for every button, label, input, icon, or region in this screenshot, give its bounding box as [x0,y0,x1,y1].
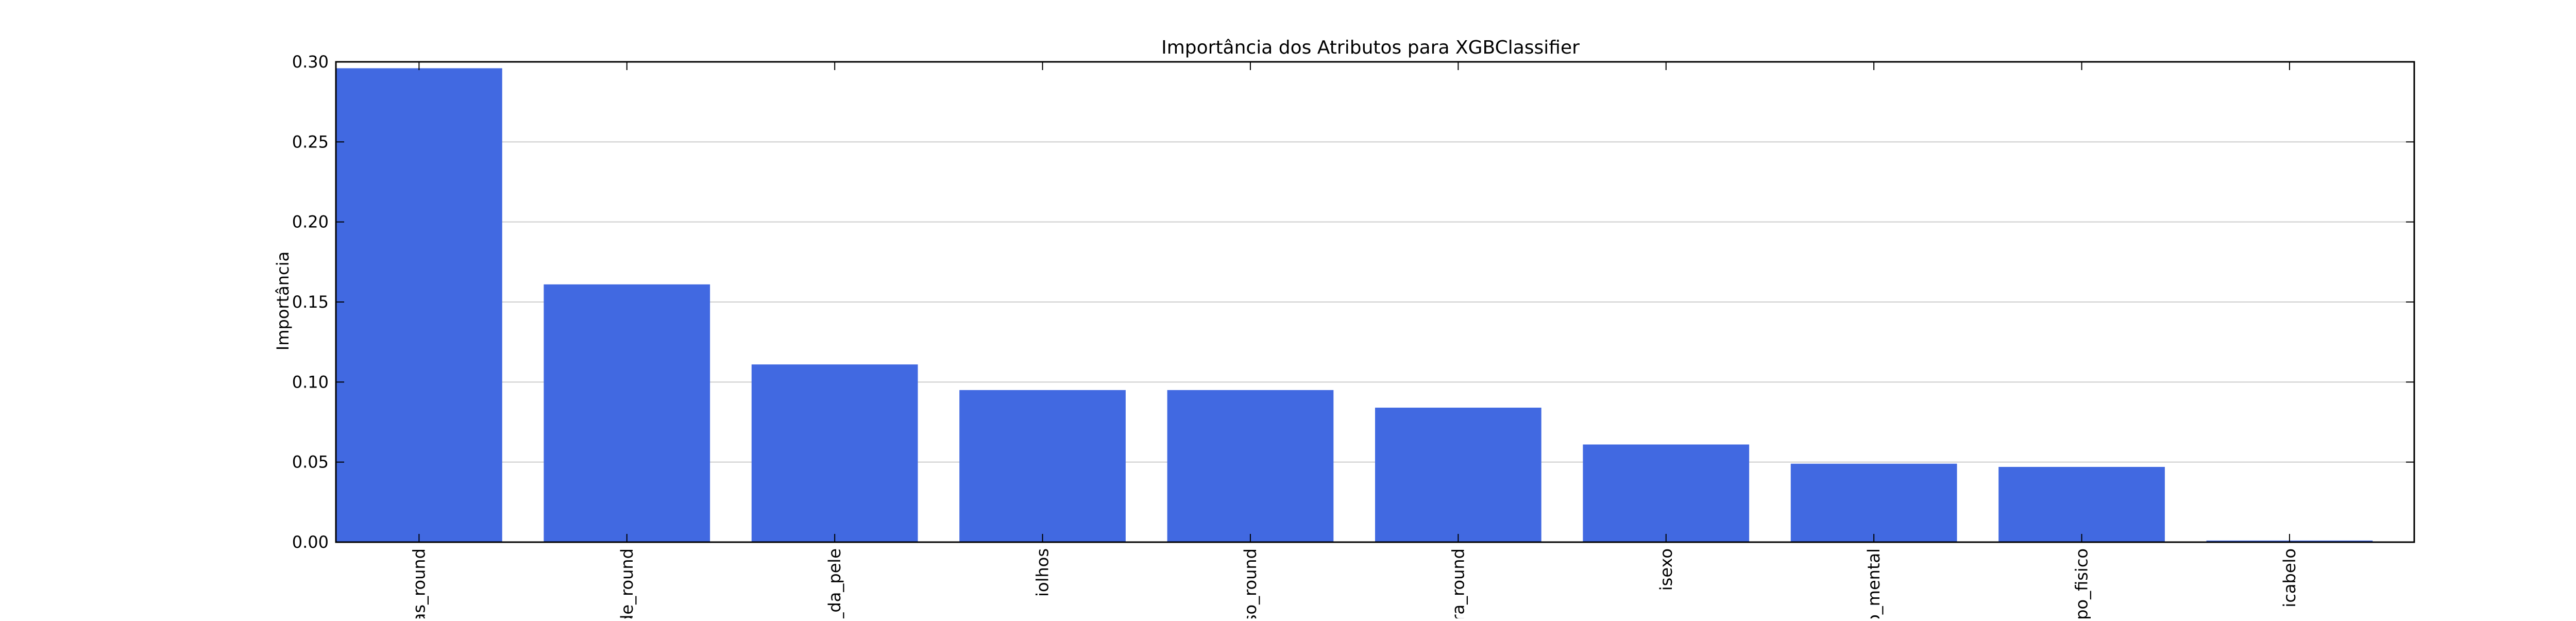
bar [1167,390,1334,542]
bar [1790,463,1957,542]
x-tick-label: r_da_pele [825,548,844,618]
x-tick-label: iolhos [1033,548,1053,597]
x-tick-label: eso_round [1241,548,1260,618]
x-tick-label: ias_round [409,548,429,618]
x-tick-label: icabelo [2280,548,2299,608]
x-axis-ticks: ias_round de_round r_da_pele iolhos eso_roun… [409,62,2299,621]
x-tick-label: de_round [617,548,637,618]
y-tick-label: 0.10 [292,372,329,392]
bar [544,284,710,542]
y-tick-label: 0.00 [292,532,329,552]
bar [1375,408,1541,542]
bar [959,390,1126,542]
bar [1583,444,1750,542]
y-tick-label: 0.15 [292,292,329,312]
bar [751,364,918,542]
y-tick-label: 0.30 [292,52,329,72]
y-tick-label: 0.25 [292,132,329,152]
x-tick-label: isexo [1656,548,1676,591]
y-axis-label: Importância [273,251,293,350]
x-tick-label: tipo_fisico [2072,548,2092,618]
x-tick-label: ura_round [1448,548,1468,618]
y-tick-label: 0.05 [292,452,329,472]
bar [1998,466,2165,542]
bars [336,68,2373,543]
bar [336,68,502,543]
y-tick-label: 0.20 [292,212,329,232]
y-axis-ticks: 0.00 0.05 0.10 0.15 0.20 0.25 0.30 [292,52,2414,552]
chart-title: Importância dos Atributos para XGBClassi… [1161,37,1580,58]
x-tick-label: no_mental [1864,548,1884,618]
